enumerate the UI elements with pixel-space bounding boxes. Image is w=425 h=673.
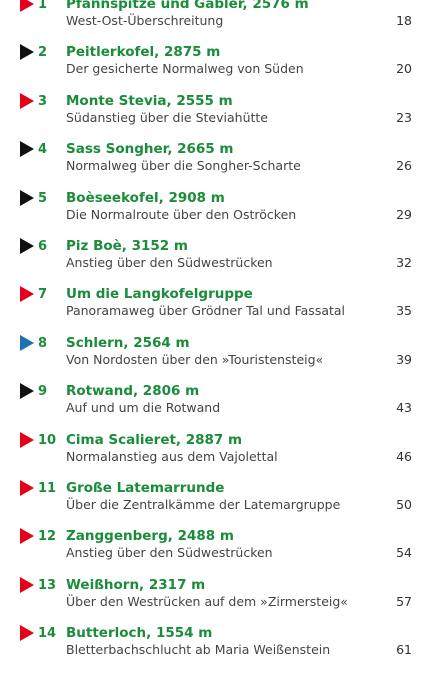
entry-number: 11 — [38, 480, 57, 496]
toc-entry[interactable]: 4 Sass Songher, 2665 m Normalweg über die … — [0, 131, 425, 179]
difficulty-marker-red — [20, 479, 34, 496]
entry-number: 4 — [38, 142, 48, 158]
difficulty-marker-black — [20, 44, 34, 61]
entry-title[interactable]: Cima Scalieret, 2887 m — [66, 431, 243, 448]
toc-entry[interactable]: 6 Piz Boè, 3152 m Anstieg über den Südwest… — [0, 228, 425, 276]
entry-page-number: 61 — [396, 642, 412, 658]
difficulty-marker-red — [20, 92, 34, 109]
entry-title[interactable]: Pfannspitze und Gabler, 2576 m — [66, 0, 309, 12]
entry-page-number: 43 — [396, 400, 412, 416]
entry-page-number: 39 — [396, 351, 412, 367]
toc-entry[interactable]: 7 Um die Langkofelgruppe Panoramaweg über … — [0, 276, 425, 324]
toc-entry[interactable]: 9 Rotwand, 2806 m Auf und um die Rotwand 43 — [0, 373, 425, 421]
entry-number: 6 — [38, 238, 48, 254]
toc-entry[interactable]: 5 Boèseekofel, 2908 m Die Normalroute über… — [0, 180, 425, 228]
entry-number: 2 — [38, 45, 48, 61]
entry-title[interactable]: Zanggenberg, 2488 m — [66, 528, 234, 545]
entry-page-number: 23 — [396, 109, 412, 125]
toc-entry[interactable]: 8 Schlern, 2564 m Von Nordosten über den »… — [0, 325, 425, 373]
entry-page-number: 26 — [396, 158, 412, 174]
entry-title[interactable]: Große Latemarrunde — [66, 479, 225, 496]
entry-subtitle: Normalweg über die Songher-Scharte — [66, 158, 301, 174]
difficulty-marker-red — [20, 576, 34, 593]
entry-number: 12 — [38, 529, 57, 545]
entry-number: 8 — [38, 335, 48, 351]
entry-subtitle: Bletterbachschlucht ab Maria Weißenstein — [66, 642, 331, 658]
entry-subtitle: West-Ost-Überschreitung — [66, 13, 224, 28]
toc-entry[interactable]: 12 Zanggenberg, 2488 m Anstieg über den Sü… — [0, 518, 425, 566]
difficulty-marker-black — [20, 383, 34, 400]
toc-entry[interactable]: 13 Weißhorn, 2317 m Über den Westrücken au… — [0, 567, 425, 615]
toc-entry[interactable]: 2 Peitlerkofel, 2875 m Der gesicherte Norm… — [0, 34, 425, 82]
entry-page-number: 54 — [396, 545, 412, 561]
difficulty-marker-black — [20, 189, 34, 206]
entry-number: 9 — [38, 384, 48, 400]
difficulty-marker-black — [20, 141, 34, 158]
difficulty-marker-red — [20, 528, 34, 545]
difficulty-marker-red — [20, 431, 34, 448]
entry-page-number: 57 — [396, 593, 412, 609]
entry-subtitle: Der gesicherte Normalweg von Süden — [66, 61, 304, 77]
entry-subtitle: Normalanstieg aus dem Vajolettal — [66, 448, 278, 464]
entry-title[interactable]: Schlern, 2564 m — [66, 334, 190, 351]
entry-subtitle: Anstieg über den Südwestrücken — [66, 254, 273, 270]
toc-entry[interactable]: 14 Butterloch, 1554 m Bletterbachschlucht … — [0, 615, 425, 663]
entry-subtitle: Über den Westrücken auf dem »Zirmersteig… — [66, 593, 348, 609]
entry-subtitle: Panoramaweg über Grödner Tal und Fassata… — [66, 303, 346, 319]
entry-subtitle: Anstieg über den Südwestrücken — [66, 545, 273, 561]
entry-title[interactable]: Peitlerkofel, 2875 m — [66, 44, 221, 61]
entry-subtitle: Südanstieg über die Steviahütte — [66, 109, 268, 125]
entry-subtitle: Über die Zentralkämme der Latemargruppe — [66, 496, 341, 512]
entry-number: 1 — [38, 0, 48, 12]
entry-page-number: 35 — [396, 303, 412, 319]
toc-entry[interactable]: 1 Pfannspitze und Gabler, 2576 m West-Ost-… — [0, 0, 425, 34]
entry-subtitle: Auf und um die Rotwand — [66, 400, 221, 416]
difficulty-marker-blue — [20, 334, 34, 351]
entry-subtitle: Die Normalroute über den Oströcken — [66, 206, 297, 222]
entry-page-number: 46 — [396, 448, 412, 464]
entry-page-number: 18 — [396, 13, 412, 28]
toc-entry[interactable]: 11 Große Latemarrunde Über die Zentralkämm… — [0, 470, 425, 518]
toc-entry[interactable]: 3 Monte Stevia, 2555 m Südanstieg über die… — [0, 83, 425, 131]
toc-entry[interactable]: 10 Cima Scalieret, 2887 m Normalanstieg au… — [0, 422, 425, 470]
entry-number: 10 — [38, 432, 57, 448]
entry-number: 13 — [38, 577, 57, 593]
entry-number: 3 — [38, 93, 48, 109]
difficulty-marker-red — [20, 286, 34, 303]
entry-number: 7 — [38, 287, 48, 303]
difficulty-marker-red — [20, 0, 34, 12]
entry-page-number: 50 — [396, 496, 412, 512]
entry-title[interactable]: Monte Stevia, 2555 m — [66, 92, 233, 109]
entry-number: 14 — [38, 626, 57, 642]
entry-page-number: 29 — [396, 206, 412, 222]
entry-title[interactable]: Um die Langkofelgruppe — [66, 286, 253, 303]
entry-title[interactable]: Sass Songher, 2665 m — [66, 141, 234, 158]
difficulty-marker-red — [20, 625, 34, 642]
entry-title[interactable]: Boèseekofel, 2908 m — [66, 189, 225, 206]
entry-page-number: 20 — [396, 61, 412, 77]
entry-title[interactable]: Weißhorn, 2317 m — [66, 576, 206, 593]
entry-number: 5 — [38, 190, 48, 206]
entry-title[interactable]: Piz Boè, 3152 m — [66, 237, 188, 254]
entry-page-number: 32 — [396, 254, 412, 270]
entry-title[interactable]: Rotwand, 2806 m — [66, 383, 200, 400]
entry-title[interactable]: Butterloch, 1554 m — [66, 625, 213, 642]
entry-subtitle: Von Nordosten über den »Touristensteig« — [66, 351, 324, 367]
difficulty-marker-black — [20, 237, 34, 254]
